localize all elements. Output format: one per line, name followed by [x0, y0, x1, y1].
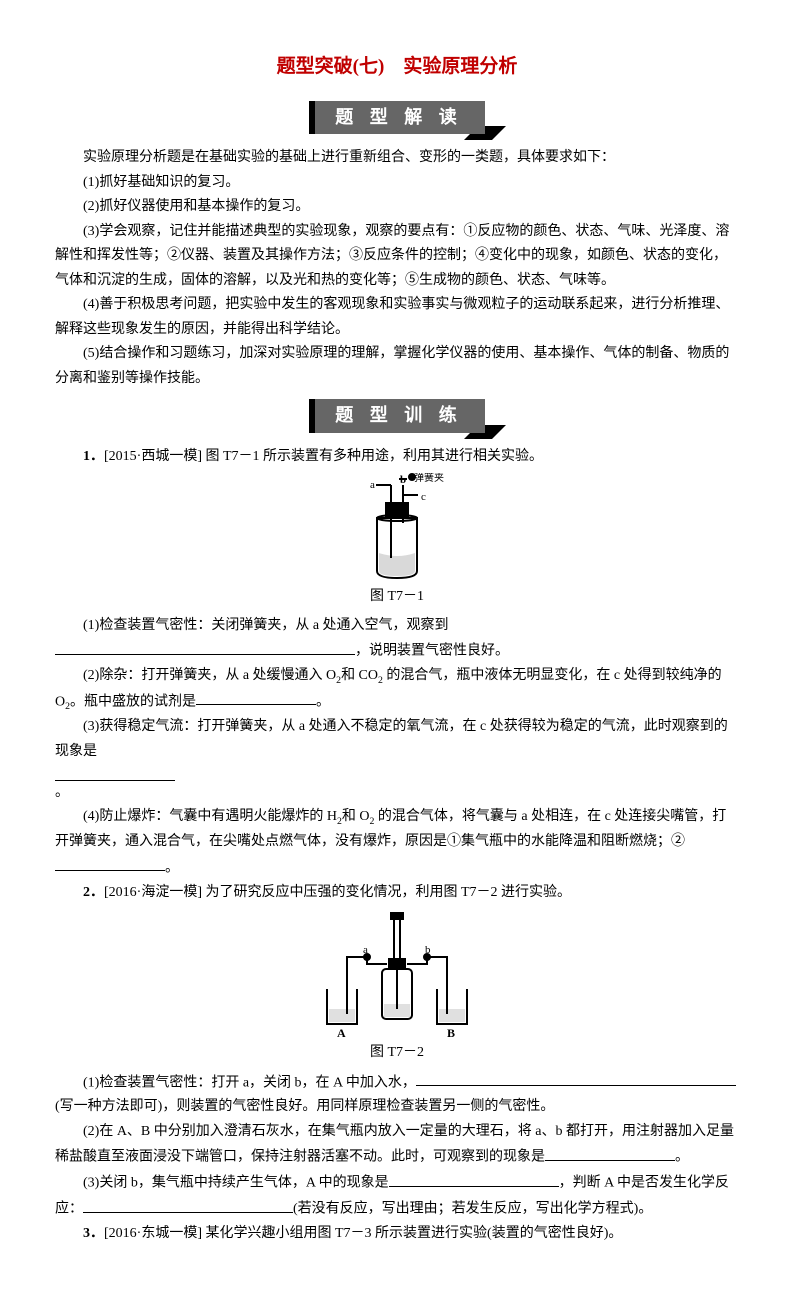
figure-t7-1-caption: 图 T7－1 — [55, 585, 739, 610]
q1-sub4-d: 。 — [165, 860, 179, 875]
q1-sub2-blank — [196, 689, 316, 705]
q2-stem: 为了研究反应中压强的变化情况，利用图 T7－2 进行实验。 — [202, 885, 571, 900]
q3-head: 3．[2016·东城一模] 某化学兴趣小组用图 T7－3 所示装置进行实验(装置… — [55, 1222, 739, 1247]
q3-source: [2016·东城一模] — [104, 1226, 202, 1241]
q1-sub2: (2)除杂：打开弹簧夹，从 a 处缓慢通入 O2和 CO2 的混合气，瓶中液体无… — [55, 664, 739, 715]
q2-sub3-a: (3)关闭 b，集气瓶中持续产生气体，A 中的现象是 — [83, 1176, 389, 1191]
q3-stem: 某化学兴趣小组用图 T7－3 所示装置进行实验(装置的气密性良好)。 — [202, 1226, 622, 1241]
q1-stem: 图 T7－1 所示装置有多种用途，利用其进行相关实验。 — [202, 449, 543, 464]
q3-number: 3． — [83, 1226, 104, 1241]
q2-sub1-a: (1)检查装置气密性：打开 a，关闭 b，在 A 中加入水， — [83, 1075, 416, 1090]
intro-para-0: 实验原理分析题是在基础实验的基础上进行重新组合、变形的一类题，具体要求如下： — [55, 146, 739, 171]
q1-sub3: (3)获得稳定气流：打开弹簧夹，从 a 处通入不稳定的氧气流，在 c 处获得较为… — [55, 715, 739, 805]
q2-sub1-blank — [416, 1070, 736, 1086]
q2-number: 2． — [83, 885, 104, 900]
q2-sub3-blank1 — [389, 1170, 559, 1186]
q1-sub1-blank — [55, 638, 355, 654]
figure-t7-2-caption: 图 T7－2 — [55, 1041, 739, 1066]
q1-sub2-b: 和 CO — [341, 668, 378, 683]
q2-sub1: (1)检查装置气密性：打开 a，关闭 b，在 A 中加入水， (写一种方法即可)，… — [55, 1070, 739, 1120]
fig1-label-c: c — [421, 491, 426, 503]
q1-sub4-b: 和 O — [342, 809, 370, 824]
q2-head: 2．[2016·海淀一模] 为了研究反应中压强的变化情况，利用图 T7－2 进行… — [55, 881, 739, 906]
q1-sub2-e: 。 — [316, 694, 330, 709]
intro-para-1: (1)抓好基础知识的复习。 — [55, 171, 739, 196]
q1-sub1-b: ，说明装置气密性良好。 — [355, 644, 509, 659]
q1-sub4: (4)防止爆炸：气囊中有遇明火能爆炸的 H2和 O2 的混合气体，将气囊与 a … — [55, 805, 739, 880]
section-band-1-wrap: 题 型 解 读 — [55, 101, 739, 134]
intro-para-2: (2)抓好仪器使用和基本操作的复习。 — [55, 195, 739, 220]
fig2-label-a: a — [363, 944, 368, 956]
figure-t7-2: a b A B 图 T7－2 — [55, 909, 739, 1066]
fig2-label-B: B — [447, 1026, 455, 1039]
q2-sub2-b: 。 — [675, 1150, 689, 1165]
q1-sub4-blank — [55, 855, 165, 871]
q1-sub1: (1)检查装置气密性：关闭弹簧夹，从 a 处通入空气，观察到 ，说明装置气密性良好… — [55, 614, 739, 664]
fig1-label-clip: 弹簧夹 — [414, 473, 444, 484]
q2-sub2-blank — [545, 1144, 675, 1160]
intro-para-4: (4)善于积极思考问题，把实验中发生的客观现象和实验事实与微观粒子的运动联系起来… — [55, 293, 739, 342]
q1-head: 1．[2015·西城一模] 图 T7－1 所示装置有多种用途，利用其进行相关实验… — [55, 445, 739, 470]
q2-sub2: (2)在 A、B 中分别加入澄清石灰水，在集气瓶内放入一定量的大理石，将 a、b… — [55, 1120, 739, 1170]
section-band-1: 题 型 解 读 — [309, 101, 485, 134]
q1-sub3-a: (3)获得稳定气流：打开弹簧夹，从 a 处通入不稳定的氧气流，在 c 处获得较为… — [55, 719, 728, 759]
q2-sub1-b: (写一种方法即可)，则装置的气密性良好。用同样原理检查装置另一侧的气密性。 — [55, 1099, 554, 1114]
fig1-label-a: a — [370, 479, 375, 491]
q1-sub2-d: 。瓶中盛放的试剂是 — [70, 694, 196, 709]
q1-sub3-blank — [55, 764, 175, 780]
section-band-2-wrap: 题 型 训 练 — [55, 399, 739, 432]
page-title: 题型突破(七) 实验原理分析 — [55, 50, 739, 83]
q2-sub3: (3)关闭 b，集气瓶中持续产生气体，A 中的现象是，判断 A 中是否发生化学反… — [55, 1170, 739, 1222]
q2-sub3-c: (若没有反应，写出理由；若发生反应，写出化学方程式)。 — [293, 1202, 652, 1217]
q1-sub1-a: (1)检查装置气密性：关闭弹簧夹，从 a 处通入空气，观察到 — [83, 618, 449, 633]
intro-para-3: (3)学会观察，记住并能描述典型的实验现象，观察的要点有：①反应物的颜色、状态、… — [55, 220, 739, 294]
q2-sub3-blank2 — [83, 1196, 293, 1212]
intro-para-5: (5)结合操作和习题练习，加深对实验原理的理解，掌握化学仪器的使用、基本操作、气… — [55, 342, 739, 391]
fig2-label-b: b — [425, 944, 431, 956]
q1-source: [2015·西城一模] — [104, 449, 202, 464]
q1-sub4-a: (4)防止爆炸：气囊中有遇明火能爆炸的 H — [83, 809, 337, 824]
q1-number: 1． — [83, 449, 104, 464]
q1-sub2-a: (2)除杂：打开弹簧夹，从 a 处缓慢通入 O — [83, 668, 336, 683]
q2-source: [2016·海淀一模] — [104, 885, 202, 900]
fig2-label-A: A — [337, 1026, 346, 1039]
section-band-2: 题 型 训 练 — [309, 399, 485, 432]
fig1-label-b: b — [400, 474, 406, 486]
figure-t7-1: a b c 弹簧夹 图 T7－1 — [55, 473, 739, 610]
q1-sub3-b: 。 — [55, 785, 69, 800]
